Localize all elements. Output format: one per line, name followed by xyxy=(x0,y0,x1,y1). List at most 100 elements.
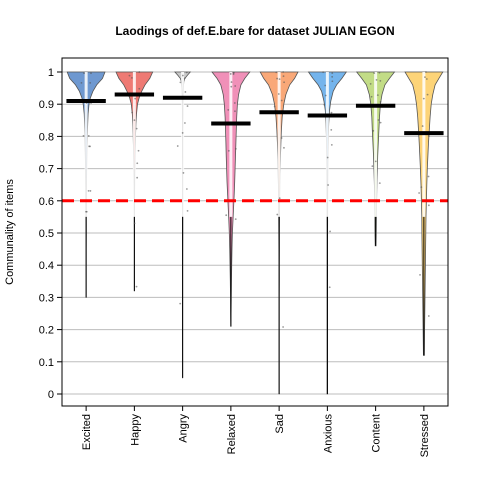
bean-point xyxy=(379,79,382,82)
bean-point xyxy=(282,71,285,73)
x-tick-label: Content xyxy=(371,414,383,453)
bean-point xyxy=(230,81,233,83)
bean-point xyxy=(233,102,236,104)
bean-point xyxy=(179,81,182,84)
beans xyxy=(66,71,444,395)
x-tick-label: Anxious xyxy=(322,414,334,454)
bean-point xyxy=(427,204,430,207)
bean-point xyxy=(184,122,186,124)
y-tick-label: 0.2 xyxy=(39,325,54,337)
bean-point xyxy=(184,91,187,93)
bean-point xyxy=(185,71,188,74)
y-tick-label: 0.3 xyxy=(39,292,54,304)
bean-point xyxy=(137,149,140,152)
bean-point xyxy=(280,99,283,102)
bean-point xyxy=(234,110,236,113)
x-tick-label: Happy xyxy=(129,414,141,446)
bean-point xyxy=(87,189,90,192)
bean-point xyxy=(234,147,237,150)
bean-point xyxy=(283,146,285,149)
y-tick-label: 0 xyxy=(48,389,54,401)
bean-point xyxy=(331,80,334,83)
bean-point xyxy=(88,145,91,148)
x-tick-label: Relaxed xyxy=(226,414,238,454)
bean-point xyxy=(275,71,278,74)
x-tick-label: Excited xyxy=(81,414,93,450)
bean-excited xyxy=(66,71,106,298)
bean-point xyxy=(422,97,425,100)
bean-content xyxy=(355,71,396,247)
bean-point xyxy=(331,72,334,74)
bean-point xyxy=(131,111,134,114)
bean-point xyxy=(227,149,230,152)
bean-point xyxy=(89,190,92,192)
y-tick-label: 0.9 xyxy=(39,99,54,111)
y-tick-label: 0.7 xyxy=(39,164,54,176)
bean-point xyxy=(181,132,184,134)
bean-point xyxy=(83,72,85,75)
x-tick-label: Angry xyxy=(178,414,190,443)
bean-point xyxy=(90,72,92,75)
bean-point xyxy=(419,274,421,276)
bean-anxious xyxy=(307,71,348,395)
bean-point xyxy=(136,176,139,179)
bean-point xyxy=(234,218,237,221)
x-tick-label: Sad xyxy=(274,414,286,434)
bean-point xyxy=(276,213,279,216)
bean-point xyxy=(128,74,131,77)
bean-point xyxy=(330,143,333,146)
bean-point xyxy=(133,119,136,122)
bean-point xyxy=(373,72,376,74)
bean-point xyxy=(138,87,141,90)
bean-point xyxy=(379,100,382,103)
bean-point xyxy=(179,302,182,305)
mean-lines xyxy=(66,92,444,136)
bean-point xyxy=(186,209,189,212)
bean-point xyxy=(326,156,329,159)
y-axis: 0 0.1 0.2 0.3 0.4 0.5 0.6 0.7 0.8 0.9 1 xyxy=(39,67,62,401)
bean-point xyxy=(426,93,429,96)
bean-point xyxy=(278,78,281,81)
y-tick-label: 1 xyxy=(48,67,54,79)
bean-point xyxy=(421,125,424,127)
bean-point xyxy=(323,103,326,106)
bean-point xyxy=(82,135,85,137)
bean-point xyxy=(183,77,186,80)
bean-point xyxy=(232,71,235,74)
bean-point xyxy=(234,85,237,87)
bean-point xyxy=(185,188,188,190)
bean-point xyxy=(232,73,235,76)
x-tick-label: Stressed xyxy=(419,414,431,457)
bean-point xyxy=(283,81,285,84)
y-axis-label: Communality of items xyxy=(4,179,16,285)
bean-point xyxy=(186,105,189,107)
bean-sad xyxy=(259,71,299,395)
bean-point xyxy=(282,75,285,78)
bean-point xyxy=(85,210,87,213)
bean-relaxed xyxy=(211,71,251,327)
bean-point xyxy=(89,81,92,84)
chart-title: Laodings of def.E.bare for dataset JULIA… xyxy=(115,24,394,38)
bean-point xyxy=(372,129,375,132)
bean-point xyxy=(135,285,138,288)
y-tick-label: 0.4 xyxy=(39,260,54,272)
y-tick-label: 0.5 xyxy=(39,228,54,240)
bean-point xyxy=(420,186,423,189)
bean-point xyxy=(371,165,374,168)
bean-point xyxy=(327,184,330,186)
bean-point xyxy=(322,71,325,74)
bean-point xyxy=(229,73,232,75)
bean-point xyxy=(330,111,333,114)
bean-point xyxy=(181,74,184,77)
bean-point xyxy=(369,82,372,85)
bean-point xyxy=(378,71,381,74)
bean-point xyxy=(376,94,379,96)
bean-point xyxy=(176,145,179,147)
bean-point xyxy=(329,230,331,233)
bean-point xyxy=(331,75,334,78)
bean-point xyxy=(427,315,430,317)
bean-point xyxy=(328,286,331,289)
bean-point xyxy=(324,84,327,87)
bean-point xyxy=(427,175,430,178)
